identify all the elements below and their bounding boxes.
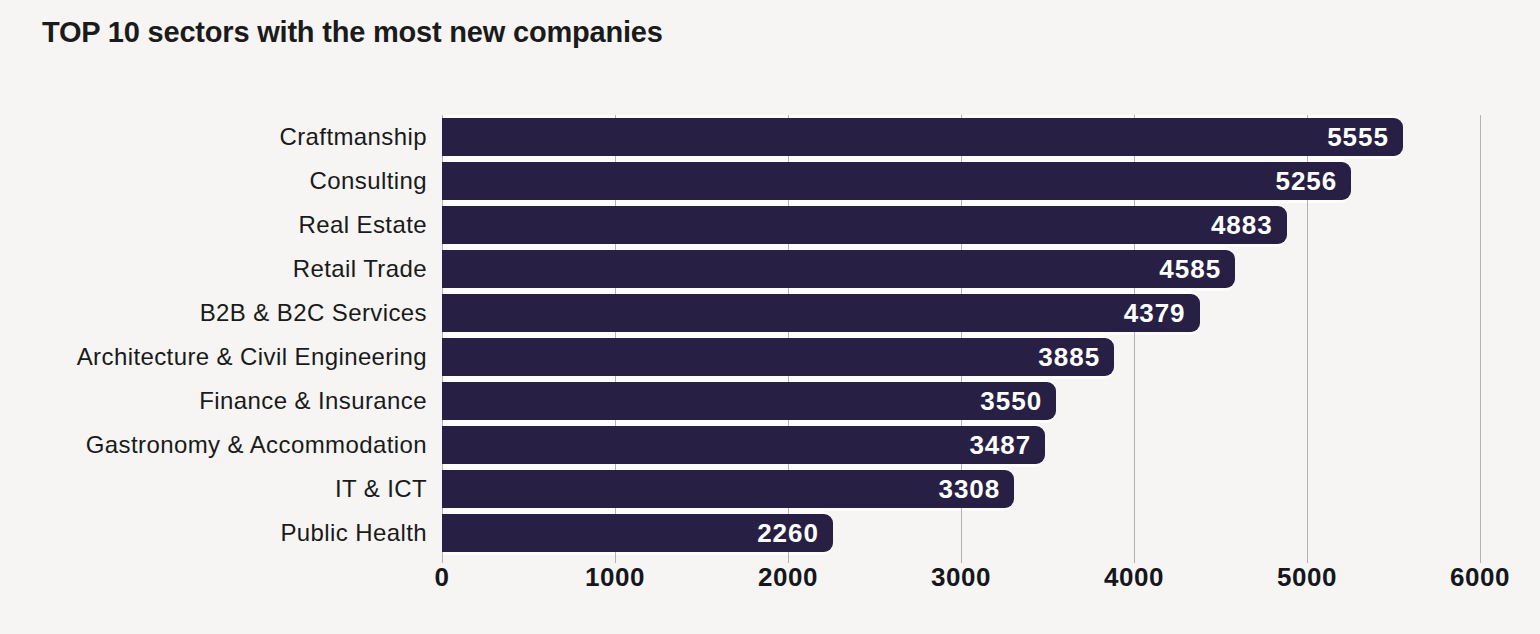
bar-band: 3885 — [442, 335, 1114, 379]
x-tick-label: 6000 — [1450, 562, 1510, 593]
category-label: Architecture & Civil Engineering — [0, 335, 442, 379]
bar-value-label: 2260 — [757, 518, 833, 549]
gridline — [1480, 115, 1481, 563]
bar-value-label: 3885 — [1038, 342, 1114, 373]
x-tick-label: 3000 — [931, 562, 991, 593]
bar: 5256 — [442, 162, 1351, 200]
x-tick-label: 4000 — [1104, 562, 1164, 593]
category-label: B2B & B2C Services — [0, 291, 442, 335]
bar-track: 5555 — [442, 115, 1480, 159]
bar-value-label: 4883 — [1211, 210, 1287, 241]
bar-band: 3487 — [442, 423, 1045, 467]
category-label: Retail Trade — [0, 247, 442, 291]
bar: 4585 — [442, 250, 1235, 288]
bar-band: 4585 — [442, 247, 1235, 291]
bar-band: 3308 — [442, 467, 1014, 511]
bar-value-label: 3308 — [938, 474, 1014, 505]
bar-track: 4379 — [442, 291, 1480, 335]
bar-track: 3550 — [442, 379, 1480, 423]
bar: 5555 — [442, 118, 1403, 156]
x-tick-label: 0 — [435, 562, 450, 593]
category-label: Craftmanship — [0, 115, 442, 159]
category-label: IT & ICT — [0, 467, 442, 511]
category-label: Consulting — [0, 159, 442, 203]
bar-row: Consulting 5256 — [0, 159, 1480, 203]
bar-value-label: 5555 — [1327, 122, 1403, 153]
bar-row: IT & ICT 3308 — [0, 467, 1480, 511]
bar-track: 4585 — [442, 247, 1480, 291]
bar-track: 3487 — [442, 423, 1480, 467]
category-label: Finance & Insurance — [0, 379, 442, 423]
x-tick-label: 5000 — [1277, 562, 1337, 593]
bar-band: 2260 — [442, 511, 833, 555]
bar-row: Craftmanship 5555 — [0, 115, 1480, 159]
category-label: Real Estate — [0, 203, 442, 247]
bar-row: Finance & Insurance 3550 — [0, 379, 1480, 423]
x-axis: 0100020003000400050006000 — [442, 560, 1480, 596]
bar-track: 3308 — [442, 467, 1480, 511]
bar-track: 4883 — [442, 203, 1480, 247]
bar-value-label: 4379 — [1124, 298, 1200, 329]
bar-row: Retail Trade 4585 — [0, 247, 1480, 291]
bar-row: Gastronomy & Accommodation 3487 — [0, 423, 1480, 467]
bar-track: 2260 — [442, 511, 1480, 555]
bar-row: B2B & B2C Services 4379 — [0, 291, 1480, 335]
bar-band: 5555 — [442, 115, 1403, 159]
bar-band: 4379 — [442, 291, 1200, 335]
bar: 4883 — [442, 206, 1287, 244]
bar-value-label: 3487 — [969, 430, 1045, 461]
bar-band: 3550 — [442, 379, 1056, 423]
bar: 3550 — [442, 382, 1056, 420]
bar-value-label: 5256 — [1275, 166, 1351, 197]
bar-value-label: 3550 — [980, 386, 1056, 417]
bar-row: Public Health 2260 — [0, 511, 1480, 555]
bar: 3487 — [442, 426, 1045, 464]
bar-row: Real Estate 4883 — [0, 203, 1480, 247]
bar-track: 5256 — [442, 159, 1480, 203]
category-label: Public Health — [0, 511, 442, 555]
bar-value-label: 4585 — [1159, 254, 1235, 285]
bar: 3885 — [442, 338, 1114, 376]
bar: 3308 — [442, 470, 1014, 508]
x-tick-label: 2000 — [758, 562, 818, 593]
bar-chart: TOP 10 sectors with the most new compani… — [0, 0, 1540, 634]
bar: 2260 — [442, 514, 833, 552]
chart-title: TOP 10 sectors with the most new compani… — [42, 16, 663, 49]
x-tick-label: 1000 — [585, 562, 645, 593]
bar-band: 5256 — [442, 159, 1351, 203]
bar-band: 4883 — [442, 203, 1287, 247]
category-label: Gastronomy & Accommodation — [0, 423, 442, 467]
bar-row: Architecture & Civil Engineering 3885 — [0, 335, 1480, 379]
bar-track: 3885 — [442, 335, 1480, 379]
bar-rows: Craftmanship 5555 Consulting 5256 Real E… — [0, 115, 1480, 555]
bar: 4379 — [442, 294, 1200, 332]
